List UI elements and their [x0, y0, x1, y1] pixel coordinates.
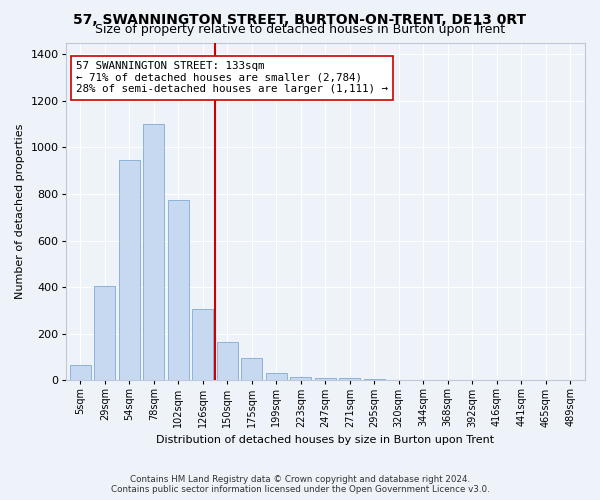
Y-axis label: Number of detached properties: Number of detached properties: [15, 124, 25, 299]
Bar: [94, 286, 115, 380]
Bar: [168, 200, 189, 380]
Bar: [241, 358, 262, 380]
Bar: [119, 160, 140, 380]
Text: Size of property relative to detached houses in Burton upon Trent: Size of property relative to detached ho…: [95, 22, 505, 36]
Bar: [143, 124, 164, 380]
Bar: [193, 310, 213, 380]
Bar: [266, 374, 287, 380]
X-axis label: Distribution of detached houses by size in Burton upon Trent: Distribution of detached houses by size …: [156, 435, 494, 445]
Bar: [290, 377, 311, 380]
Bar: [315, 378, 336, 380]
Bar: [217, 342, 238, 380]
Text: 57 SWANNINGTON STREET: 133sqm
← 71% of detached houses are smaller (2,784)
28% o: 57 SWANNINGTON STREET: 133sqm ← 71% of d…: [76, 61, 388, 94]
Text: Contains HM Land Registry data © Crown copyright and database right 2024.
Contai: Contains HM Land Registry data © Crown c…: [110, 474, 490, 494]
Bar: [364, 379, 385, 380]
Bar: [340, 378, 360, 380]
Bar: [70, 365, 91, 380]
Text: 57, SWANNINGTON STREET, BURTON-ON-TRENT, DE13 0RT: 57, SWANNINGTON STREET, BURTON-ON-TRENT,…: [73, 12, 527, 26]
